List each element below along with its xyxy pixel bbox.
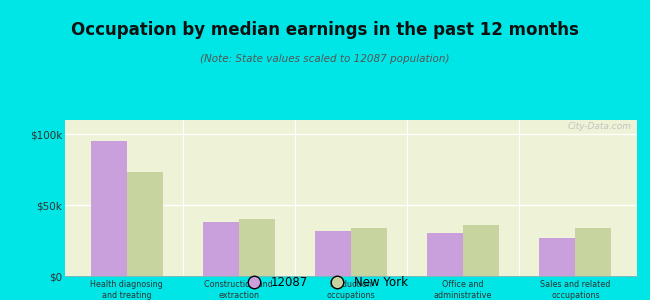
Bar [91, 141, 127, 276]
Text: Occupation by median earnings in the past 12 months: Occupation by median earnings in the pas… [71, 21, 579, 39]
Bar [315, 231, 351, 276]
Bar [540, 238, 575, 276]
Text: (Note: State values scaled to 12087 population): (Note: State values scaled to 12087 popu… [200, 54, 450, 64]
Bar [575, 228, 611, 276]
Text: City-Data.com: City-Data.com [567, 122, 631, 130]
Bar [351, 228, 387, 276]
Bar [203, 222, 239, 276]
Bar [463, 225, 499, 276]
Bar [427, 233, 463, 276]
Bar [239, 219, 275, 276]
Legend: 12087, New York: 12087, New York [237, 272, 413, 294]
Bar [127, 172, 162, 276]
